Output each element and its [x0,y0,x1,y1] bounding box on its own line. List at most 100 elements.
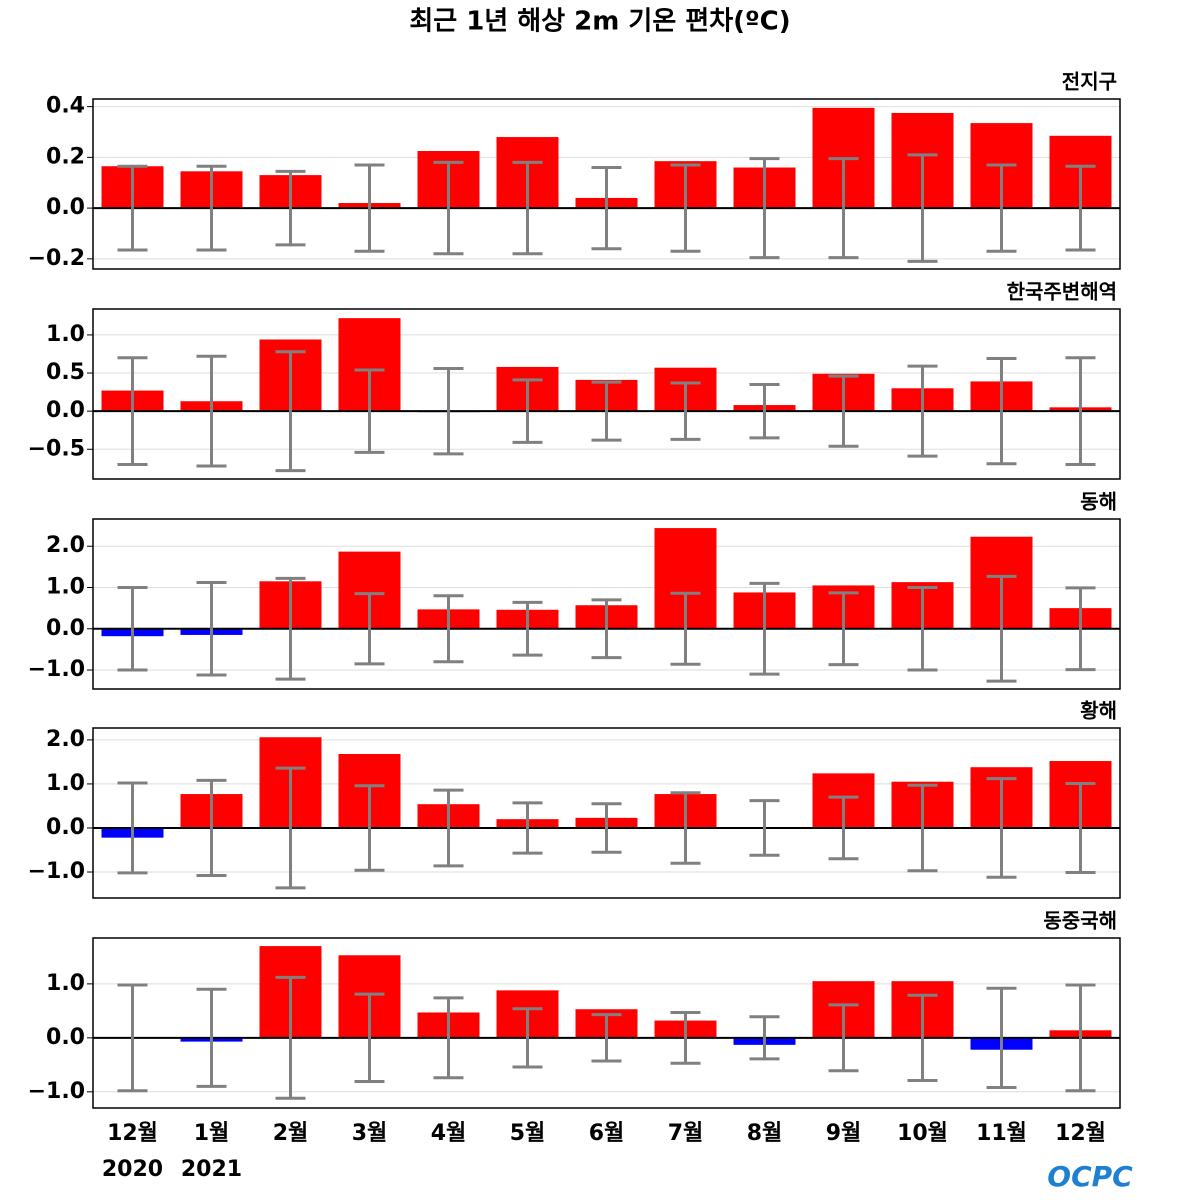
error-bar [196,778,227,878]
y-tick-label: −0.5 [28,436,85,461]
y-tick-label: −1.0 [28,859,85,884]
plot-frame [92,518,1121,690]
error-bar [433,160,464,256]
error-bar [512,160,543,256]
error-bar [354,592,385,666]
error-bar [354,784,385,872]
y-tick-label: 1.0 [46,771,85,796]
y-tick-label: −1.0 [28,657,85,682]
error-bar [1065,781,1096,874]
error-bar [591,802,622,854]
x-tick-label: 12월 [1055,1121,1106,1146]
error-bar [512,1007,543,1069]
error-bar [117,585,148,672]
error-bar [828,157,859,260]
error-bar [907,783,938,873]
error-bar [354,992,385,1084]
error-bar [907,993,938,1082]
error-bar [907,364,938,458]
x-tick-label: 3월 [352,1121,388,1146]
error-bar [749,799,780,857]
x-tick-label: 12월 [107,1121,158,1146]
year-label: 2020 [102,1157,163,1182]
panel-label: 한국주변해역 [1007,280,1117,304]
y-tick-label: −0.2 [28,246,85,271]
y-tick-label: 2.0 [46,727,85,752]
x-tick-label: 10월 [897,1121,948,1146]
error-bar [986,574,1017,683]
y-tick-label: 0.0 [46,398,85,423]
error-bar [907,585,938,672]
y-tick-label: 1.0 [46,971,85,996]
error-bar [670,591,701,666]
error-bar [986,163,1017,253]
error-bar [749,382,780,440]
y-tick-label: 1.0 [46,574,85,599]
error-bar [433,366,464,456]
x-tick-label: 11월 [976,1121,1027,1146]
error-bar [591,380,622,442]
error-bar [907,153,938,263]
error-bar [591,598,622,660]
error-bar [117,983,148,1093]
error-bar [670,791,701,865]
logo: OCPC [1047,1160,1133,1193]
y-tick-label: 0.0 [46,815,85,840]
error-bar [117,781,148,875]
error-bar [828,591,859,667]
error-bar [275,350,306,473]
error-bar [1065,983,1096,1093]
error-bar [749,157,780,260]
error-bar [828,374,859,448]
error-bar [1065,164,1096,252]
plot-frame [92,727,1121,899]
error-bar [433,996,464,1080]
y-tick-label: 0.5 [46,360,85,385]
error-bar [354,368,385,454]
panel-label: 동해 [1080,490,1117,514]
error-bar [828,795,859,861]
year-label: 2021 [181,1157,242,1182]
y-tick-label: 0.0 [46,616,85,641]
x-tick-label: 9월 [826,1121,862,1146]
plot-frame [92,937,1121,1109]
x-tick-label: 6월 [589,1121,625,1146]
y-tick-label: 1.0 [46,322,85,347]
error-bar [986,986,1017,1089]
error-bar [986,357,1017,466]
y-tick-label: 0.0 [46,1025,85,1050]
x-tick-label: 2월 [273,1121,309,1146]
panel-label: 전지구 [1062,70,1117,94]
error-bar [196,987,227,1088]
y-tick-label: 0.2 [46,144,85,169]
error-bar [117,356,148,467]
error-bar [196,164,227,252]
x-tick-label: 1월 [194,1121,230,1146]
error-bar [512,378,543,444]
error-bar [196,354,227,468]
error-bar [749,581,780,676]
error-bar [512,600,543,657]
x-tick-label: 5월 [510,1121,546,1146]
error-bar [512,801,543,855]
error-bar [828,1003,859,1073]
error-bar [196,581,227,677]
error-bar [433,594,464,664]
y-tick-label: 0.0 [46,195,85,220]
chart-title: 최근 1년 해상 2m 기온 편차(ºC) [409,7,790,37]
error-bar [591,166,622,251]
error-bar [670,1010,701,1065]
x-tick-label: 4월 [431,1121,467,1146]
panel-label: 황해 [1080,699,1117,723]
error-bar [591,1013,622,1063]
error-bar [1065,356,1096,467]
plot-frame [92,308,1121,480]
error-bar [275,169,306,247]
error-bar [749,1015,780,1061]
error-bar [986,777,1017,879]
panel-label: 동중국해 [1043,909,1117,933]
error-bar [275,975,306,1100]
plot-frame [92,98,1121,270]
error-bar [1065,586,1096,672]
y-tick-label: 2.0 [46,533,85,558]
